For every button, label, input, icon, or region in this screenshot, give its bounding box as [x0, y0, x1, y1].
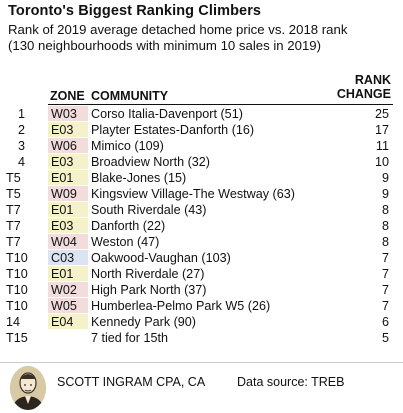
- zone-cell: E01: [48, 266, 88, 281]
- zone-cell: E03: [48, 122, 88, 137]
- table-row: 14 E04 Kennedy Park (90) 6: [0, 314, 403, 330]
- community-cell: South Riverdale (43): [91, 203, 207, 217]
- community-cell: Humberlea-Pelmo Park W5 (26): [91, 299, 271, 313]
- community-cell: Oakwood-Vaughan (103): [91, 251, 231, 265]
- rank-cell: 2: [18, 123, 26, 137]
- zone-cell: E01: [48, 202, 88, 217]
- rank-change-cell: 7: [381, 299, 389, 313]
- community-cell: Danforth (22): [91, 219, 166, 233]
- zone-cell: E03: [48, 154, 88, 169]
- zone-cell: W02: [48, 282, 88, 297]
- rank-change-cell: 9: [381, 187, 389, 201]
- rank-change-cell: 10: [374, 155, 389, 169]
- zone-cell: W06: [48, 138, 88, 153]
- rank-cell: T7: [6, 203, 21, 217]
- table-row: 3 W06 Mimico (109) 11: [0, 138, 403, 154]
- rank-change-cell: 8: [381, 203, 389, 217]
- rank-change-cell: 8: [381, 219, 389, 233]
- table-row: 2 E03 Playter Estates-Danforth (16) 17: [0, 122, 403, 138]
- table-row: T10 W02 High Park North (37) 7: [0, 282, 403, 298]
- rank-cell: 14: [6, 315, 21, 329]
- table-row: 4 E03 Broadview North (32) 10: [0, 154, 403, 170]
- subtitle-line-2: (130 neighbourhoods with minimum 10 sale…: [8, 38, 322, 53]
- zone-cell: E04: [48, 314, 88, 329]
- rank-cell: T10: [6, 283, 28, 297]
- zone-cell: W09: [48, 186, 88, 201]
- rank-cell: T7: [6, 219, 21, 233]
- community-cell: Corso Italia-Davenport (51): [91, 107, 243, 121]
- community-cell: High Park North (37): [91, 283, 207, 297]
- zone-cell: W04: [48, 234, 88, 249]
- table-row: T10 E01 North Riverdale (27) 7: [0, 266, 403, 282]
- zone-cell: W05: [48, 298, 88, 313]
- community-cell: Playter Estates-Danforth (16): [91, 123, 255, 137]
- zone-cell: E01: [48, 170, 88, 185]
- community-cell: Broadview North (32): [91, 155, 210, 169]
- rank-change-header-line-1: RANK: [354, 73, 391, 87]
- rankings-table: 1 W03 Corso Italia-Davenport (51) 25 2 E03 Pla…: [0, 106, 403, 346]
- rank-change-cell: 7: [381, 267, 389, 281]
- rank-cell: T10: [6, 299, 28, 313]
- rank-change-cell: 9: [381, 171, 389, 185]
- rank-cell: 1: [18, 107, 26, 121]
- rank-cell: 4: [18, 155, 26, 169]
- community-cell: North Riverdale (27): [91, 267, 205, 281]
- rank-cell: T7: [6, 235, 21, 249]
- rank-change-cell: 7: [381, 251, 389, 265]
- rank-cell: T5: [6, 187, 21, 201]
- table-row: T7 E01 South Riverdale (43) 8: [0, 202, 403, 218]
- rank-change-cell: 8: [381, 235, 389, 249]
- table-row: T10 C03 Oakwood-Vaughan (103) 7: [0, 250, 403, 266]
- rank-cell: T10: [6, 267, 28, 281]
- footer-data-source: Data source: TREB: [237, 375, 345, 389]
- community-cell: Kennedy Park (90): [91, 315, 197, 329]
- rank-change-column-header: RANK CHANGE: [337, 73, 391, 101]
- rank-change-cell: 17: [374, 123, 389, 137]
- subtitle-line-1: Rank of 2019 average detached home price…: [8, 22, 348, 37]
- page-title: Toronto's Biggest Ranking Climbers: [8, 3, 262, 19]
- header-divider: [48, 104, 393, 105]
- rank-cell: T5: [6, 171, 21, 185]
- table-row: T5 E01 Blake-Jones (15) 9: [0, 170, 403, 186]
- community-cell: Weston (47): [91, 235, 160, 249]
- portrait-sketch-graphic: [10, 366, 46, 410]
- rank-cell: T15: [6, 331, 28, 345]
- rank-cell: T10: [6, 251, 28, 265]
- table-row: T7 W04 Weston (47) 8: [0, 234, 403, 250]
- footer-divider: [0, 362, 403, 363]
- table-row: T5 W09 Kingsview Village-The Westway (63) 9: [0, 186, 403, 202]
- table-row: T15 7 tied for 15th 5: [0, 330, 403, 346]
- community-column-header: COMMUNITY: [91, 89, 169, 103]
- zone-cell: E03: [48, 218, 88, 233]
- zone-cell: W03: [48, 106, 88, 121]
- rank-change-cell: 25: [374, 107, 389, 121]
- rank-change-cell: 11: [375, 139, 389, 153]
- community-cell: 7 tied for 15th: [91, 331, 169, 345]
- table-row: T10 W05 Humberlea-Pelmo Park W5 (26) 7: [0, 298, 403, 314]
- rank-change-cell: 6: [381, 315, 389, 329]
- community-cell: Kingsview Village-The Westway (63): [91, 187, 295, 201]
- community-cell: Blake-Jones (15): [91, 171, 187, 185]
- table-row: T7 E03 Danforth (22) 8: [0, 218, 403, 234]
- zone-cell: C03: [48, 250, 88, 265]
- rank-change-cell: 5: [381, 331, 389, 345]
- rank-change-cell: 7: [381, 283, 389, 297]
- zone-column-header: ZONE: [50, 89, 85, 103]
- rank-change-header-line-2: CHANGE: [336, 87, 391, 101]
- zone-cell: [48, 330, 88, 345]
- rank-cell: 3: [18, 139, 26, 153]
- footer-author: SCOTT INGRAM CPA, CA: [57, 375, 206, 389]
- portrait-sketch-icon: [10, 366, 46, 410]
- table-row: 1 W03 Corso Italia-Davenport (51) 25: [0, 106, 403, 122]
- community-cell: Mimico (109): [91, 139, 164, 153]
